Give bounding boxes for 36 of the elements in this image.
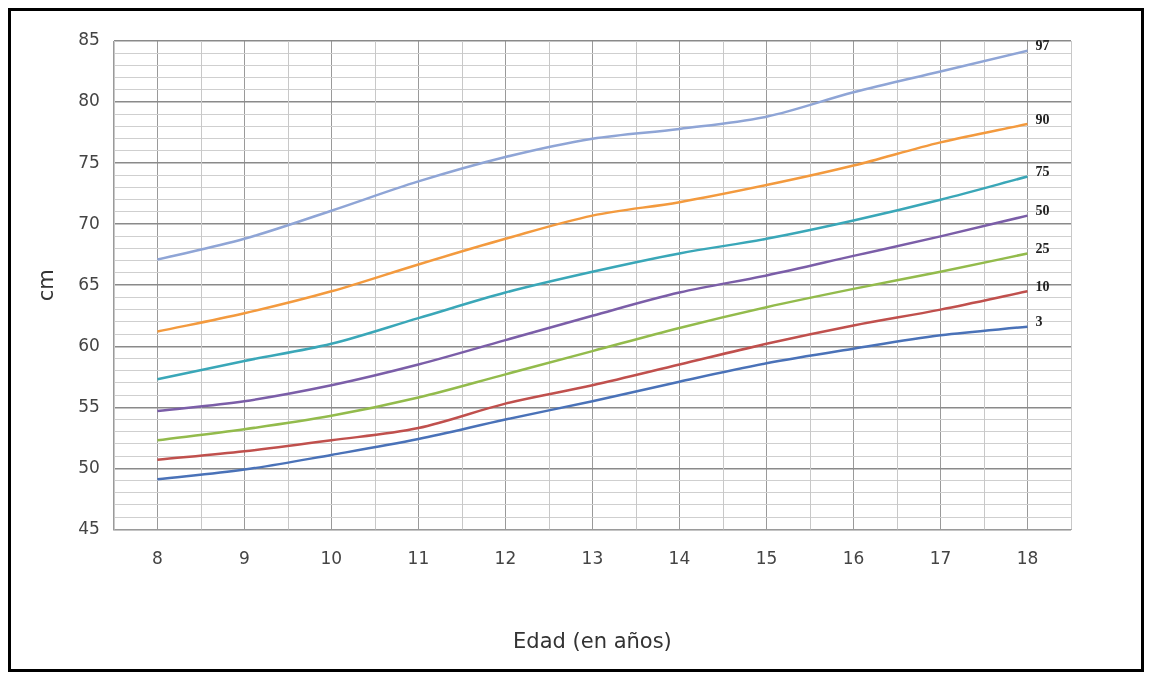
y-tick-label: 60 (78, 334, 100, 355)
y-tick-label: 70 (78, 212, 100, 233)
x-tick-label: 13 (581, 548, 604, 569)
line-series (156, 252, 1029, 442)
x-axis-title: Edad (en años) (513, 628, 672, 653)
series-label: 75 (1035, 164, 1050, 180)
line-series (156, 175, 1029, 381)
x-tick-label: 10 (320, 548, 343, 569)
series-label: 97 (1035, 38, 1050, 54)
x-tick-label: 18 (1016, 548, 1039, 569)
x-tick-label: 15 (755, 548, 778, 569)
series-label: 90 (1035, 111, 1050, 127)
y-tick-label: 85 (78, 29, 100, 50)
x-tick-label: 12 (494, 548, 517, 569)
y-tick-label: 50 (78, 456, 100, 477)
series-label: 50 (1035, 203, 1050, 219)
y-tick-label: 80 (78, 90, 100, 111)
line-series (156, 325, 1029, 481)
x-tick-label: 9 (238, 548, 250, 569)
x-tick-label: 8 (151, 548, 163, 569)
x-tick-label: 17 (929, 548, 952, 569)
y-tick-label: 75 (78, 151, 100, 172)
series-label: 3 (1035, 314, 1043, 330)
x-tick-label: 16 (842, 548, 865, 569)
series-label: 25 (1035, 241, 1050, 257)
y-tick-label: 55 (78, 395, 100, 416)
x-tick-label: 11 (407, 548, 430, 569)
x-tick-label: 14 (668, 548, 691, 569)
line-series (156, 290, 1029, 462)
line-series (156, 122, 1029, 333)
y-axis-title: cm (34, 269, 59, 302)
y-tick-label: 65 (78, 273, 100, 294)
y-tick-label: 45 (78, 517, 100, 538)
line-series (156, 49, 1029, 261)
series-label: 10 (1035, 278, 1050, 294)
line-series (156, 214, 1029, 413)
